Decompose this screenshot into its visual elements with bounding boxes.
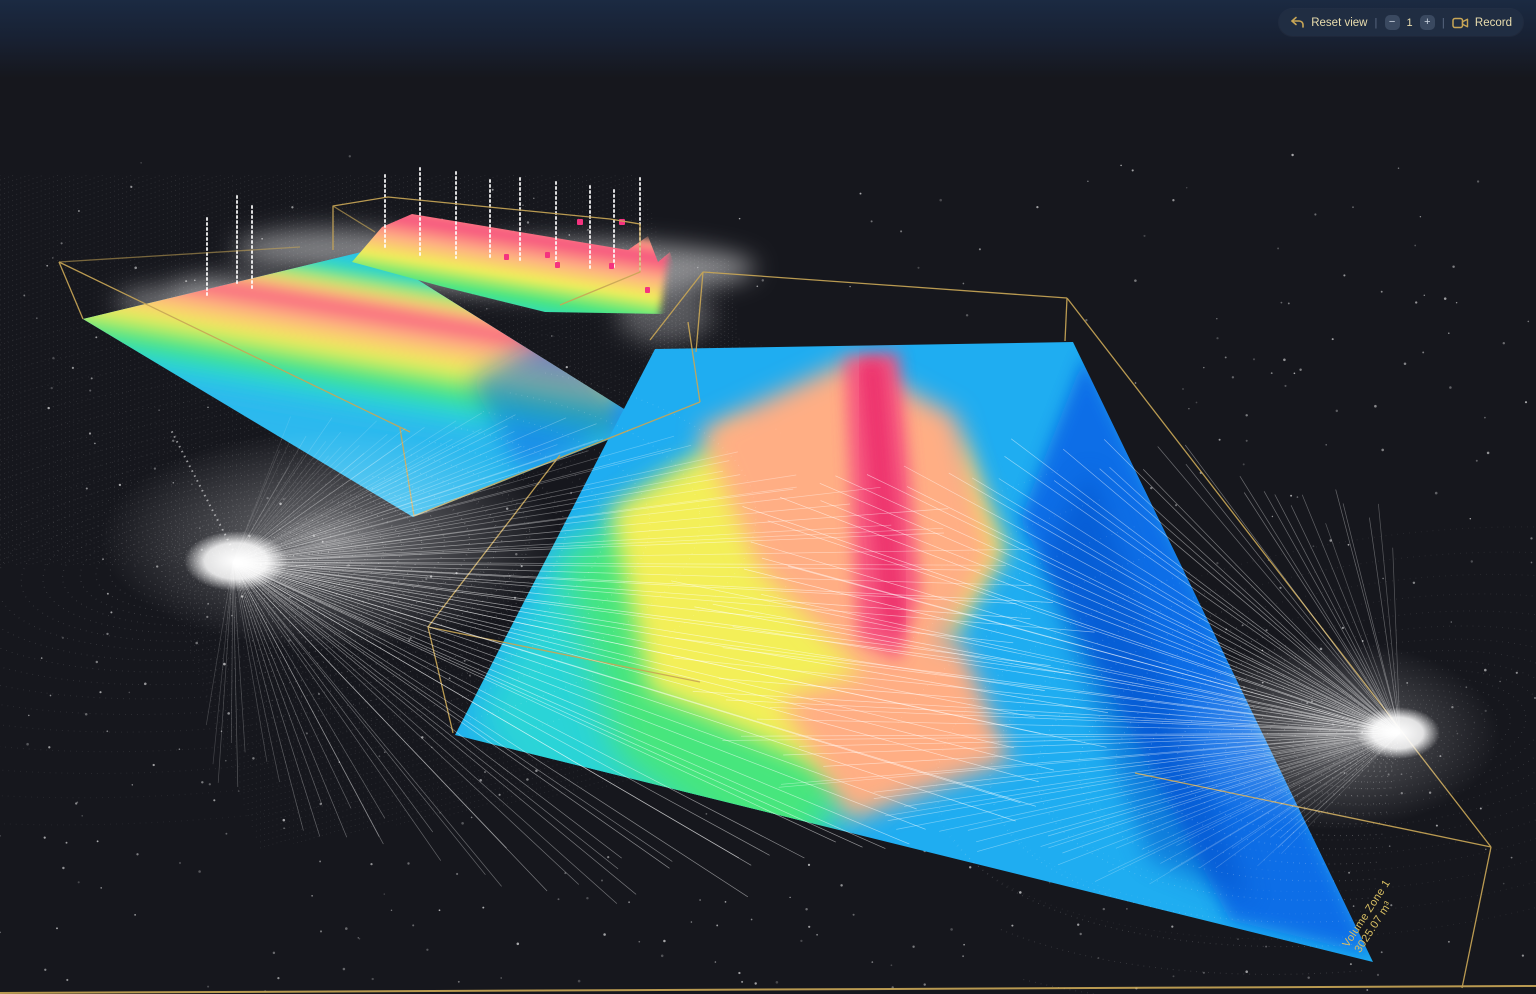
record-label: Record bbox=[1474, 16, 1512, 29]
spike-markers bbox=[504, 219, 650, 293]
lidar-sensor-burst-left bbox=[100, 360, 1109, 904]
toolbar-separator: | bbox=[1374, 16, 1378, 29]
reset-view-button[interactable]: Reset view bbox=[1290, 16, 1367, 29]
video-camera-icon bbox=[1452, 17, 1469, 28]
toolbar-separator: | bbox=[1441, 16, 1445, 29]
zoom-level-value: 1 bbox=[1406, 16, 1413, 29]
view-toolbar: Reset view | − 1 + | Record bbox=[1279, 9, 1523, 36]
record-button[interactable]: Record bbox=[1452, 17, 1512, 29]
reset-view-label: Reset view bbox=[1311, 16, 1368, 29]
lidar-sensor-burst-right bbox=[671, 430, 1500, 994]
undo-arrow-icon bbox=[1291, 16, 1305, 28]
zoom-in-button[interactable]: + bbox=[1419, 15, 1435, 30]
wireframe-box-small bbox=[332, 196, 641, 306]
zoom-out-button[interactable]: − bbox=[1384, 15, 1400, 30]
